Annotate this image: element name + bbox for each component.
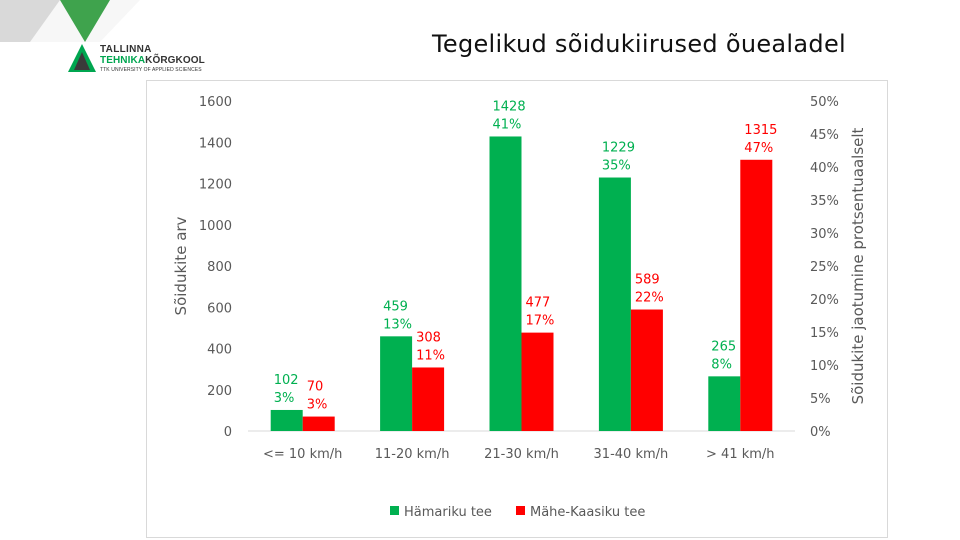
x-tick-label: 31-40 km/h (594, 447, 669, 462)
bar-mahe-kaasiku (521, 332, 554, 431)
y-right-tick-label: 35% (810, 194, 839, 209)
data-label-percent: 3% (274, 391, 295, 406)
corner-decoration (0, 0, 140, 42)
y-tick-label: 0 (224, 425, 232, 440)
y-right-tick-label: 30% (810, 227, 839, 242)
data-label-percent: 13% (383, 317, 412, 332)
bar-mahe-kaasiku (412, 367, 445, 431)
y-right-tick-label: 5% (810, 392, 831, 407)
data-label-percent: 35% (602, 159, 631, 174)
data-label-value: 459 (383, 299, 408, 314)
data-label-percent: 3% (307, 398, 328, 413)
y-tick-label: 1600 (199, 95, 232, 110)
data-label-percent: 47% (744, 141, 773, 156)
bar-hamariku (598, 177, 631, 431)
data-label-percent: 17% (526, 314, 555, 329)
bar-mahe-kaasiku (630, 309, 663, 431)
y-axis-title: Sõidukite arv (172, 216, 190, 315)
bar-hamariku (708, 376, 741, 431)
y-right-tick-label: 50% (810, 95, 839, 110)
bar-hamariku (380, 336, 413, 431)
logo-line-1: TALLINNA (100, 44, 152, 55)
data-label-value: 265 (711, 339, 736, 354)
legend-swatch (516, 506, 525, 515)
y-right-tick-label: 0% (810, 425, 831, 440)
y-right-tick-label: 10% (810, 359, 839, 374)
x-tick-label: > 41 km/h (706, 447, 775, 462)
chart-frame (146, 80, 888, 538)
legend-swatch (390, 506, 399, 515)
y-tick-label: 600 (207, 301, 232, 316)
y-tick-label: 1000 (199, 219, 232, 234)
slide-title: Tegelikud sõidukiirused õuealadel (432, 30, 846, 58)
data-label-value: 70 (307, 380, 324, 395)
x-tick-label: <= 10 km/h (263, 447, 342, 462)
logo-line-2b: KÕRGKOOL (145, 55, 205, 66)
y-right-tick-label: 45% (810, 128, 839, 143)
y-right-tick-label: 15% (810, 326, 839, 341)
y-right-tick-label: 20% (810, 293, 839, 308)
logo-line-2a: TEHNIKA (100, 55, 146, 66)
data-label-value: 102 (274, 373, 299, 388)
y-tick-label: 1200 (199, 178, 232, 193)
bar-mahe-kaasiku (302, 416, 335, 431)
bar-hamariku (270, 409, 303, 431)
data-label-value: 477 (526, 296, 551, 311)
logo-line-3: TTK UNIVERSITY OF APPLIED SCIENCES (100, 67, 202, 73)
y-tick-label: 800 (207, 260, 232, 275)
y-tick-label: 400 (207, 343, 232, 358)
y-right-axis-title: Sõidukite jaotumine protsentuaalselt (849, 127, 867, 404)
school-logo: TALLINNA TEHNIKAKÕRGKOOL TTK UNIVERSITY … (66, 42, 216, 76)
y-tick-label: 1400 (199, 136, 232, 151)
data-label-value: 1315 (744, 123, 777, 138)
data-label-percent: 22% (635, 291, 664, 306)
y-tick-label: 200 (207, 384, 232, 399)
data-label-percent: 11% (416, 348, 445, 363)
data-label-value: 1428 (493, 99, 526, 114)
data-label-percent: 8% (711, 357, 732, 372)
legend-label: Mähe-Kaasiku tee (530, 505, 645, 520)
data-label-value: 308 (416, 330, 441, 345)
x-tick-label: 11-20 km/h (375, 447, 450, 462)
legend-label: Hämariku tee (404, 505, 492, 520)
logo-line-2: TEHNIKAKÕRGKOOL (100, 55, 205, 66)
x-tick-label: 21-30 km/h (484, 447, 559, 462)
data-label-percent: 41% (493, 117, 522, 132)
bar-hamariku (489, 136, 522, 431)
bar-mahe-kaasiku (740, 159, 773, 431)
data-label-value: 589 (635, 273, 660, 288)
y-right-tick-label: 25% (810, 260, 839, 275)
data-label-value: 1229 (602, 141, 635, 156)
y-right-tick-label: 40% (810, 161, 839, 176)
